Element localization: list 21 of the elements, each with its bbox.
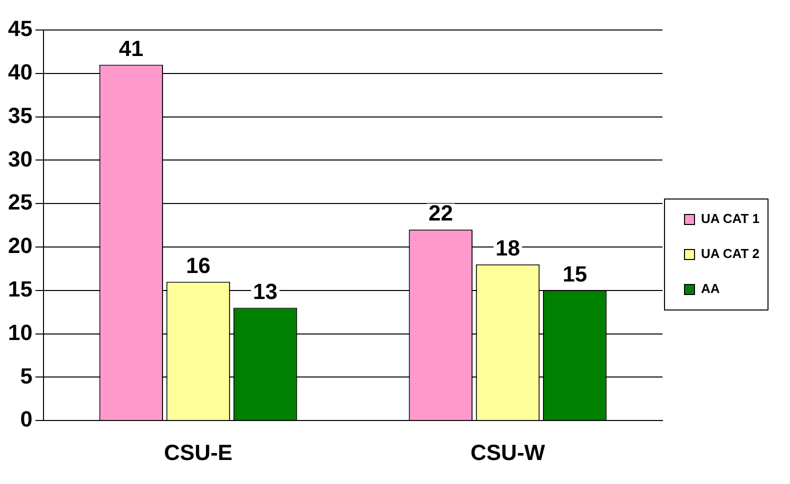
x-tick-label: CSU-W: [470, 440, 546, 465]
data-label: 22: [428, 200, 453, 226]
y-tick-label: 5: [20, 363, 32, 388]
y-tick-label: 20: [8, 233, 32, 258]
x-tick-label: CSU-E: [164, 440, 232, 465]
y-tick-label: 45: [8, 16, 32, 42]
y-tick-label: 35: [8, 102, 32, 128]
data-label: 41: [118, 36, 144, 61]
y-tick-label: 0: [20, 406, 32, 432]
y-tick-label: 25: [8, 190, 32, 215]
data-label: 16: [186, 252, 210, 278]
y-tick-label: 15: [8, 276, 32, 302]
data-label: 18: [496, 235, 520, 260]
data-label: 13: [253, 278, 278, 304]
y-tick-label: 40: [8, 59, 32, 84]
y-tick-label: 10: [8, 320, 32, 345]
legend-label: AA: [701, 281, 720, 296]
legend-label: UA CAT 1: [701, 211, 760, 226]
data-label: 15: [562, 261, 588, 286]
legend-label: UA CAT 2: [701, 246, 760, 262]
y-tick-label: 30: [8, 146, 32, 172]
